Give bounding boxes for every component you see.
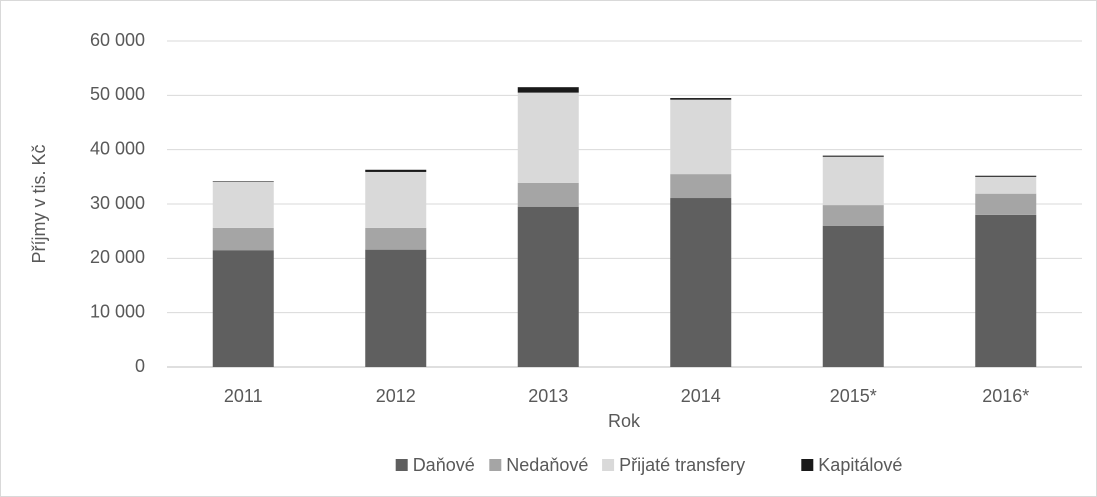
legend-label: Nedaňové: [506, 455, 588, 475]
y-tick-label: 20 000: [90, 247, 145, 267]
bar-segment: [212, 227, 274, 251]
x-tick-label: 2013: [528, 386, 568, 406]
y-tick-label: 50 000: [90, 84, 145, 104]
bar-segment: [975, 176, 1037, 194]
y-tick-label: 10 000: [90, 301, 145, 321]
bar-segment: [822, 225, 884, 367]
y-tick-label: 60 000: [90, 30, 145, 50]
x-tick-label: 2016*: [982, 386, 1029, 406]
x-axis-label: Rok: [608, 411, 641, 431]
bar-segment: [670, 98, 732, 100]
bar-segment: [670, 99, 732, 175]
legend-label: Kapitálové: [818, 455, 902, 475]
bar-segment: [365, 171, 427, 228]
y-tick-label: 40 000: [90, 138, 145, 158]
bar-segment: [365, 169, 427, 172]
legend-swatch: [801, 459, 814, 471]
legend-label: Daňové: [413, 455, 475, 475]
bar-segment: [975, 214, 1037, 367]
bar-segment: [212, 181, 274, 182]
bar-segment: [517, 92, 579, 183]
bar-segment: [822, 156, 884, 206]
legend-label: Přijaté transfery: [619, 455, 745, 475]
bar-segment: [365, 249, 427, 367]
bar-segment: [975, 175, 1037, 177]
legend-swatch: [395, 459, 408, 471]
y-tick-label: 30 000: [90, 193, 145, 213]
bar-segment: [822, 205, 884, 226]
bar-segment: [365, 227, 427, 250]
bar-segment: [670, 198, 732, 367]
bar-segment: [670, 174, 732, 199]
legend-swatch: [602, 459, 615, 471]
bar-segment: [517, 87, 579, 93]
bar-segment: [517, 206, 579, 367]
y-tick-label: 0: [135, 356, 145, 376]
bar-segment: [975, 193, 1037, 215]
x-tick-label: 2012: [376, 386, 416, 406]
bar-segment: [212, 181, 274, 228]
bar-segment: [822, 155, 884, 157]
bar-segment: [212, 250, 274, 367]
bar-segment: [517, 182, 579, 207]
legend-swatch: [489, 459, 502, 471]
x-tick-label: 2015*: [830, 386, 877, 406]
x-tick-label: 2011: [224, 386, 263, 406]
x-tick-label: 2014: [681, 386, 721, 406]
y-axis-label: Příjmy v tis. Kč: [29, 144, 49, 263]
